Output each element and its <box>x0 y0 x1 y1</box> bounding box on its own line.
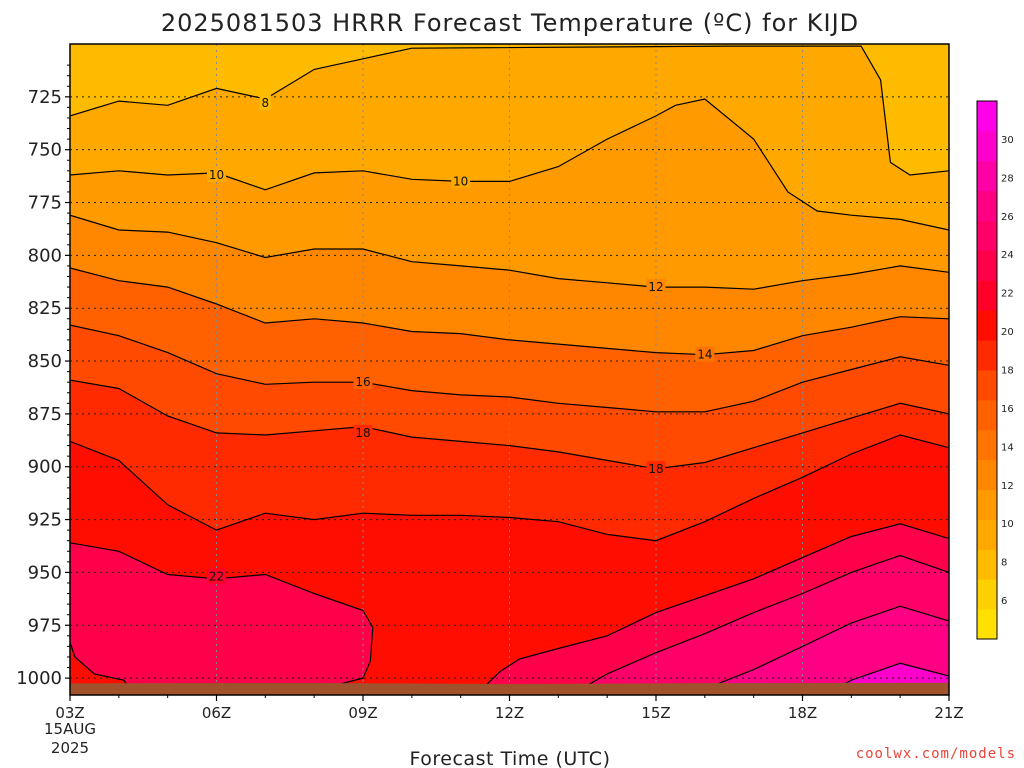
y-tick-label-925: 925 <box>28 510 62 531</box>
colorbar: 6 8 10 12 14 16 18 20 22 24 26 28 30 <box>976 100 1014 640</box>
colorbar-label-20: 20 <box>1001 327 1014 338</box>
colorbar-label-6: 6 <box>1001 596 1007 607</box>
colorbar-label-28: 28 <box>1001 173 1014 184</box>
contour-label-bg-16 <box>353 374 373 390</box>
contour-label-bg-18 <box>646 460 666 476</box>
contour-label-14: 14 <box>697 348 712 362</box>
x-tick-label-21Z: 21Z <box>934 704 963 722</box>
colorbar-segment <box>977 190 997 222</box>
isotherm-8 <box>70 45 949 176</box>
x-tick-label-15Z: 15Z <box>641 704 670 722</box>
colorbar-segment <box>977 519 997 550</box>
contour-label-18: 18 <box>355 426 370 440</box>
colorbar-segment <box>977 220 997 251</box>
colorbar-segment <box>977 310 997 341</box>
isotherm-22 <box>479 523 949 692</box>
colorbar-label-10: 10 <box>1001 519 1014 530</box>
y-tick-label-850: 850 <box>28 351 62 372</box>
y-axis: 725 750 775 800 825 850 875 900 925 950 975 1000 <box>16 64 70 689</box>
colorbar-segment <box>977 160 997 192</box>
contour-label-bg-8 <box>259 95 272 111</box>
colorbar-label-30: 30 <box>1001 135 1014 146</box>
colorbar-segment <box>977 579 997 610</box>
colorbar-segment <box>977 101 997 132</box>
y-tick-label-875: 875 <box>28 404 62 425</box>
isotherm-26 <box>699 605 949 692</box>
contour-label-bg-10 <box>451 173 471 189</box>
contour-label-bg-22 <box>207 568 226 584</box>
x-axis: 03Z 06Z 09Z 12Z 15Z 18Z 21Z <box>55 695 964 722</box>
y-tick-label-900: 900 <box>28 457 62 478</box>
contour-label-22: 22 <box>209 570 224 584</box>
x-tick-label-09Z: 09Z <box>348 704 377 722</box>
colorbar-label-8: 8 <box>1001 558 1007 569</box>
y-tick-label-725: 725 <box>28 87 62 108</box>
colorbar-segment <box>977 399 997 431</box>
credit-link[interactable]: coolwx.com/models <box>856 746 1016 762</box>
colorbar-frame <box>976 100 998 640</box>
isotherm-10 <box>70 98 949 231</box>
colorbar-segment <box>977 489 997 520</box>
ground-surface <box>70 682 949 695</box>
colorbar-label-22: 22 <box>1001 289 1014 300</box>
colorbar-segment <box>977 130 997 162</box>
chart-title: 2025081503 HRRR Forecast Temperature (ºC… <box>161 9 859 37</box>
contour-label-bg-10 <box>207 167 226 183</box>
contour-label-bg-14 <box>695 346 715 362</box>
isotherm-contours <box>70 45 949 692</box>
y-tick-label-750: 750 <box>28 140 62 161</box>
contour-label-bg-12 <box>646 279 666 295</box>
colorbar-segment <box>977 250 997 281</box>
colorbar-segment <box>977 280 997 311</box>
contour-label-10: 10 <box>209 168 224 182</box>
y-tick-label-950: 950 <box>28 562 62 583</box>
x-tick-label-03Z: 03Z <box>55 704 84 722</box>
y-tick-label-800: 800 <box>28 245 62 266</box>
band-above-22 <box>70 542 373 689</box>
colorbar-label-18: 18 <box>1001 366 1014 377</box>
colorbar-segment <box>977 549 997 580</box>
colorbar-segment <box>977 429 997 461</box>
colorbar-segment <box>977 459 997 491</box>
contour-label-18: 18 <box>648 462 663 476</box>
temperature-bands <box>70 44 949 695</box>
contour-label-16: 16 <box>355 375 370 389</box>
isotherm-24 <box>577 554 949 692</box>
colorbar-segment <box>977 340 997 371</box>
contour-label-12: 12 <box>648 280 663 294</box>
x-tick-label-06Z: 06Z <box>202 704 231 722</box>
colorbar-segment <box>977 609 997 640</box>
x-tick-label-18Z: 18Z <box>788 704 817 722</box>
isotherm-16 <box>70 324 949 413</box>
isotherm-20 <box>70 434 949 542</box>
isotherm-12 <box>70 214 949 290</box>
x-tick-label-12Z: 12Z <box>495 704 524 722</box>
colorbar-label-14: 14 <box>1001 442 1014 453</box>
y-tick-label-775: 775 <box>28 193 62 214</box>
colorbar-label-12: 12 <box>1001 481 1014 492</box>
y-tick-label-975: 975 <box>28 615 62 636</box>
y-tick-label-1000: 1000 <box>16 668 62 689</box>
isotherm-18 <box>70 379 949 470</box>
contour-label-8: 8 <box>262 96 270 110</box>
colorbar-label-24: 24 <box>1001 250 1014 261</box>
contour-label-bg-18 <box>353 424 373 440</box>
y-tick-label-825: 825 <box>28 298 62 319</box>
colorbar-label-16: 16 <box>1001 404 1014 415</box>
x-axis-label: Forecast Time (UTC) <box>410 748 611 768</box>
colorbar-label-26: 26 <box>1001 212 1014 223</box>
contour-label-10: 10 <box>453 174 468 188</box>
x-start-year-label: 2025 <box>51 739 89 757</box>
colorbar-segment <box>977 370 997 401</box>
contour-labels: 8 10 10 12 14 16 18 18 22 <box>207 95 715 584</box>
isotherm-14 <box>70 267 949 356</box>
x-start-day-label: 15AUG <box>44 720 96 738</box>
grid-lines <box>70 44 949 695</box>
